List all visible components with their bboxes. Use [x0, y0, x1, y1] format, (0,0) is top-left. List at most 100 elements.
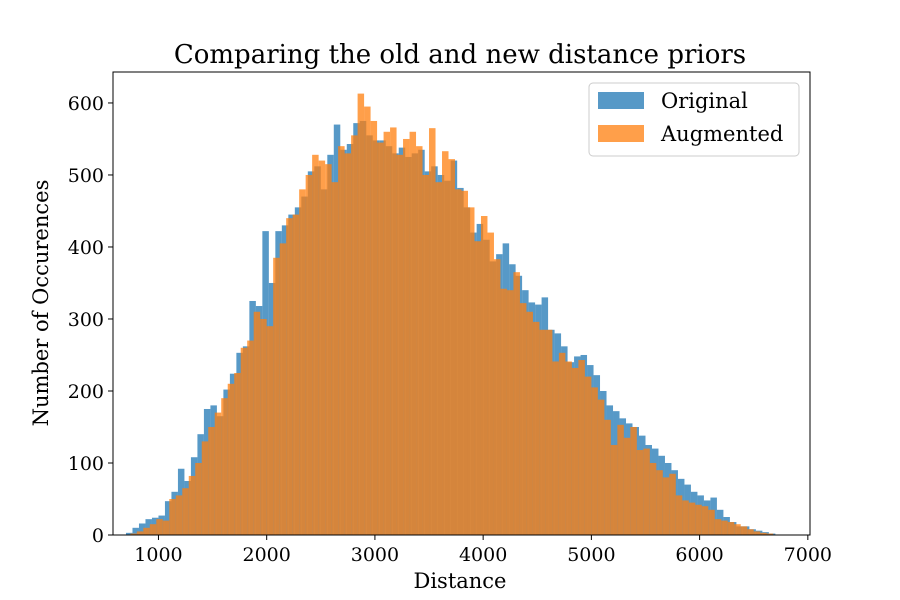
augmented-bar-17	[240, 347, 248, 535]
augmented-bar-93	[734, 524, 741, 535]
augmented-bar-60	[519, 303, 527, 535]
augmented-bar-66	[558, 352, 566, 535]
augmented-bar-25	[292, 214, 300, 535]
augmented-bar-53	[474, 241, 481, 535]
augmented-bar-16	[234, 372, 241, 535]
augmented-bar-85	[682, 500, 689, 535]
augmented-bar-80	[649, 462, 657, 535]
augmented-bar-71	[591, 387, 598, 535]
plot-area-frame	[112, 71, 811, 536]
augmented-bar-90	[714, 519, 722, 535]
augmented-bar-7	[175, 495, 183, 535]
augmented-bar-56	[493, 259, 501, 535]
augmented-bar-69	[578, 360, 585, 535]
augmented-bar-88	[701, 506, 709, 535]
augmented-bar-23	[279, 243, 287, 535]
augmented-bar-35	[357, 93, 365, 535]
augmented-bar-3	[149, 524, 157, 535]
augmented-bar-33	[344, 153, 352, 535]
x-tick-label-4000: 4000	[459, 544, 507, 566]
augmented-bar-63	[539, 329, 546, 535]
x-tick-label-6000: 6000	[675, 544, 723, 566]
augmented-bar-82	[662, 477, 670, 535]
augmented-bar-96	[753, 531, 761, 535]
augmented-bar-38	[377, 142, 384, 535]
augmented-bar-42	[403, 138, 410, 535]
augmented-bar-5	[162, 520, 170, 535]
x-tick-label-2000: 2000	[243, 544, 291, 566]
augmented-bar-83	[669, 473, 676, 535]
augmented-bar-68	[571, 367, 579, 535]
augmented-bar-32	[338, 146, 345, 536]
augmented-bar-12	[208, 426, 215, 535]
y-tick-label-600: 600	[68, 93, 104, 115]
augmented-bar-9	[188, 475, 196, 535]
augmented-bar-75	[617, 424, 624, 535]
augmented-bar-50	[455, 189, 462, 535]
augmented-bar-31	[331, 182, 339, 536]
augmented-bar-81	[656, 470, 663, 535]
augmented-bar-30	[325, 164, 332, 536]
augmented-bar-86	[688, 502, 696, 535]
augmented-bar-18	[247, 340, 254, 535]
augmented-bar-59	[513, 272, 520, 535]
legend-label-original: Original	[661, 89, 748, 113]
augmented-bar-84	[675, 495, 683, 535]
y-tick-label-200: 200	[68, 381, 104, 403]
augmented-bar-73	[604, 419, 611, 535]
legend-label-augmented: Augmented	[660, 122, 783, 146]
augmented-bar-89	[708, 509, 715, 535]
y-tick-label-300: 300	[68, 309, 104, 331]
y-tick-label-0: 0	[92, 525, 104, 547]
augmented-bar-34	[351, 135, 358, 535]
augmented-bar-76	[623, 437, 631, 535]
augmented-bar-22	[273, 257, 280, 535]
augmented-bar-36	[364, 106, 371, 535]
x-tick-label-3000: 3000	[351, 544, 399, 566]
chart-title: Comparing the old and new distance prior…	[174, 40, 746, 70]
augmented-bar-74	[610, 444, 618, 535]
augmented-bar-29	[318, 160, 326, 535]
augmented-bar-40	[390, 127, 397, 535]
augmented-bar-0	[130, 533, 137, 535]
x-tick-label-1000: 1000	[134, 544, 182, 566]
augmented-bar-27	[305, 174, 313, 535]
legend-swatch-augmented	[598, 125, 644, 142]
augmented-bar-8	[182, 488, 189, 535]
y-tick-label-100: 100	[68, 453, 104, 475]
x-axis-ticks: 1000 2000 3000 4000 5000 6000 7000	[134, 535, 832, 566]
augmented-bar-72	[597, 399, 605, 535]
augmented-bar-52	[467, 207, 475, 535]
original-bar-3	[145, 519, 152, 535]
augmented-bar-2	[143, 527, 150, 535]
x-tick-label-5000: 5000	[567, 544, 615, 566]
x-axis-label: Distance	[413, 569, 506, 593]
augmented-bar-26	[299, 189, 306, 535]
augmented-bar-95	[747, 529, 754, 535]
augmented-bar-91	[721, 520, 728, 535]
augmented-bar-14	[221, 398, 228, 535]
augmented-bar-11	[201, 441, 209, 535]
augmented-bar-45	[422, 174, 430, 535]
augmented-bar-41	[396, 154, 404, 535]
augmented-bar-15	[227, 383, 235, 535]
augmented-bar-62	[532, 321, 540, 535]
y-axis-ticks: 0 100 200 300 400 500 600	[68, 93, 113, 547]
augmented-bar-4	[156, 519, 163, 535]
augmented-bar-48	[442, 151, 449, 535]
augmented-bar-65	[552, 361, 559, 535]
augmented-bar-94	[740, 526, 748, 535]
augmented-bar-46	[429, 128, 436, 535]
augmented-bar-61	[526, 311, 533, 535]
y-tick-label-400: 400	[68, 237, 104, 259]
augmented-bar-1	[136, 531, 144, 535]
x-tick-label-7000: 7000	[784, 544, 832, 566]
augmented-bar-37	[370, 120, 378, 536]
augmented-bar-55	[487, 232, 494, 535]
augmented-series-bars	[130, 93, 774, 536]
augmented-bar-6	[169, 499, 176, 535]
augmented-bar-70	[584, 376, 592, 535]
augmented-bar-54	[480, 216, 488, 535]
augmented-bar-51	[461, 190, 468, 535]
